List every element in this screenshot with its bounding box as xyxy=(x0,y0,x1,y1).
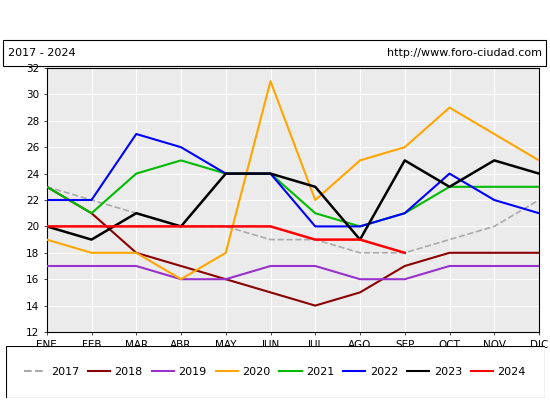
Legend: 2017, 2018, 2019, 2020, 2021, 2022, 2023, 2024: 2017, 2018, 2019, 2020, 2021, 2022, 2023… xyxy=(20,362,530,382)
Text: Evolucion del paro registrado en Atajate: Evolucion del paro registrado en Atajate xyxy=(128,12,422,26)
Bar xyxy=(3,40,546,66)
Text: http://www.foro-ciudad.com: http://www.foro-ciudad.com xyxy=(387,48,542,58)
Text: 2017 - 2024: 2017 - 2024 xyxy=(8,48,76,58)
